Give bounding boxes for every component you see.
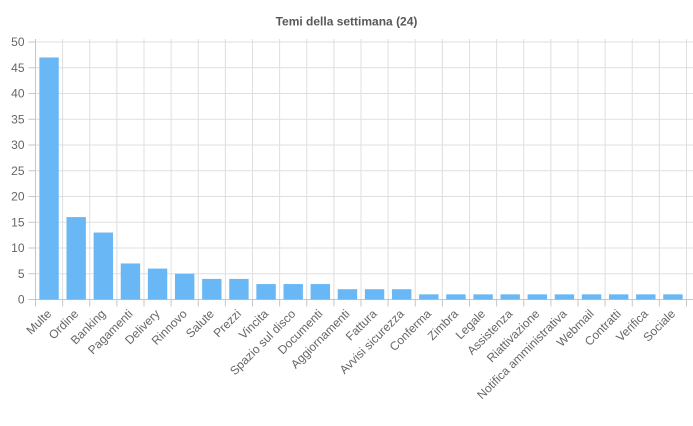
svg-text:35: 35 (11, 112, 25, 126)
svg-text:40: 40 (11, 87, 25, 101)
svg-text:Temi della settimana (24): Temi della settimana (24) (276, 15, 418, 29)
svg-text:20: 20 (11, 190, 25, 204)
svg-text:50: 50 (11, 35, 25, 49)
svg-text:30: 30 (11, 138, 25, 152)
svg-text:0: 0 (18, 293, 25, 307)
svg-text:10: 10 (11, 241, 25, 255)
svg-text:5: 5 (18, 267, 25, 281)
svg-text:25: 25 (11, 164, 25, 178)
svg-text:15: 15 (11, 215, 25, 229)
svg-text:45: 45 (11, 61, 25, 75)
